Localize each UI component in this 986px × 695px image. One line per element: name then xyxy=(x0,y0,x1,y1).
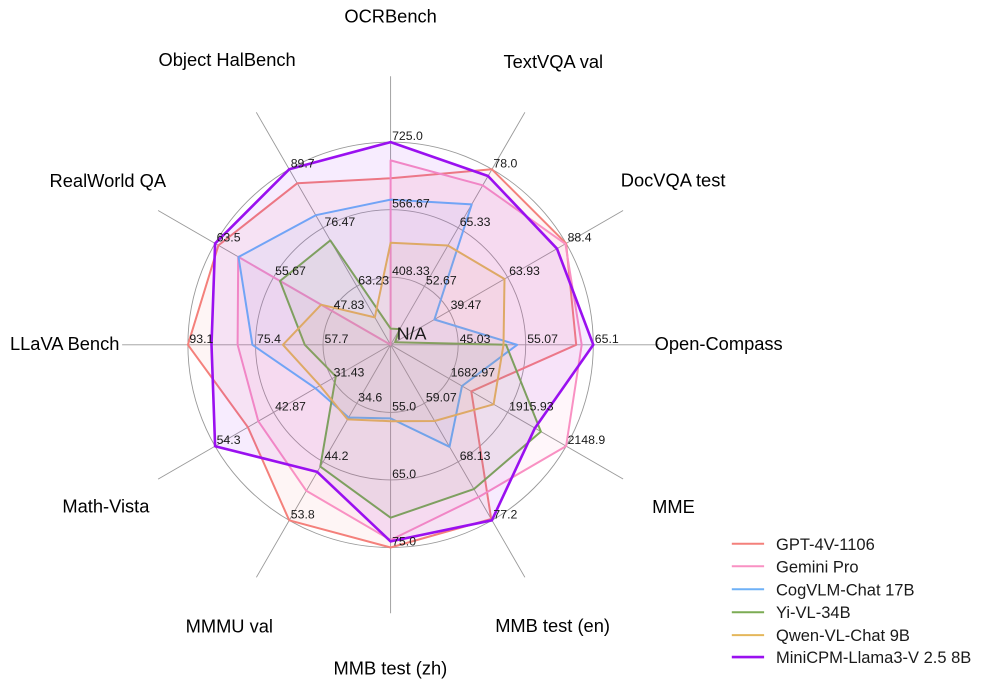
svg-text:65.33: 65.33 xyxy=(460,215,491,229)
svg-text:78.0: 78.0 xyxy=(493,156,517,170)
svg-text:75.4: 75.4 xyxy=(257,332,281,346)
svg-text:31.43: 31.43 xyxy=(334,366,365,380)
svg-text:MME: MME xyxy=(652,496,695,517)
svg-text:1915.93: 1915.93 xyxy=(509,399,554,413)
svg-text:53.8: 53.8 xyxy=(291,507,315,521)
svg-text:Object HalBench: Object HalBench xyxy=(159,49,296,70)
svg-text:RealWorld QA: RealWorld QA xyxy=(50,170,167,191)
svg-text:MMB test (zh): MMB test (zh) xyxy=(334,657,448,678)
svg-text:54.3: 54.3 xyxy=(217,433,241,447)
svg-text:75.0: 75.0 xyxy=(392,535,416,549)
svg-text:MMB test (en): MMB test (en) xyxy=(495,615,610,636)
svg-text:Open-Compass: Open-Compass xyxy=(655,333,783,354)
svg-text:408.33: 408.33 xyxy=(392,264,430,278)
svg-text:88.4: 88.4 xyxy=(568,230,592,244)
svg-text:76.47: 76.47 xyxy=(325,215,356,229)
svg-text:DocVQA test: DocVQA test xyxy=(621,170,726,191)
svg-text:OCRBench: OCRBench xyxy=(344,6,436,27)
svg-text:89.7: 89.7 xyxy=(291,156,315,170)
svg-text:52.67: 52.67 xyxy=(426,273,457,287)
svg-text:1682.97: 1682.97 xyxy=(451,366,496,380)
svg-text:45.03: 45.03 xyxy=(460,332,491,346)
svg-text:63.93: 63.93 xyxy=(509,264,540,278)
svg-text:39.47: 39.47 xyxy=(451,298,482,312)
svg-text:CogVLM-Chat 17B: CogVLM-Chat 17B xyxy=(776,581,915,599)
svg-text:47.83: 47.83 xyxy=(334,298,365,312)
svg-text:MiniCPM-Llama3-V 2.5 8B: MiniCPM-Llama3-V 2.5 8B xyxy=(776,649,971,667)
svg-text:725.0: 725.0 xyxy=(392,129,423,143)
svg-text:59.07: 59.07 xyxy=(426,390,457,404)
svg-text:63.23: 63.23 xyxy=(358,273,389,287)
svg-text:55.07: 55.07 xyxy=(527,332,558,346)
svg-text:Gemini Pro: Gemini Pro xyxy=(776,558,859,576)
svg-text:N/A: N/A xyxy=(397,323,427,343)
svg-text:68.13: 68.13 xyxy=(460,449,491,463)
svg-text:566.67: 566.67 xyxy=(392,197,430,211)
svg-text:44.2: 44.2 xyxy=(325,449,349,463)
svg-text:Qwen-VL-Chat 9B: Qwen-VL-Chat 9B xyxy=(776,627,910,645)
svg-text:57.7: 57.7 xyxy=(325,332,349,346)
svg-text:2148.9: 2148.9 xyxy=(568,433,606,447)
svg-text:65.0: 65.0 xyxy=(392,467,416,481)
svg-text:GPT-4V-1106: GPT-4V-1106 xyxy=(776,536,875,554)
svg-text:TextVQA val: TextVQA val xyxy=(504,51,604,72)
svg-text:MMMU val: MMMU val xyxy=(186,616,273,637)
svg-text:Yi-VL-34B: Yi-VL-34B xyxy=(776,604,851,622)
svg-text:65.1: 65.1 xyxy=(595,332,619,346)
svg-text:LLaVA Bench: LLaVA Bench xyxy=(10,333,119,354)
svg-text:34.6: 34.6 xyxy=(358,390,382,404)
svg-text:Math-Vista: Math-Vista xyxy=(62,495,150,516)
svg-text:93.1: 93.1 xyxy=(189,332,213,346)
svg-text:55.0: 55.0 xyxy=(392,399,416,413)
svg-text:77.2: 77.2 xyxy=(493,507,517,521)
svg-text:63.5: 63.5 xyxy=(217,230,241,244)
svg-text:55.67: 55.67 xyxy=(275,264,306,278)
svg-text:42.87: 42.87 xyxy=(275,399,306,413)
